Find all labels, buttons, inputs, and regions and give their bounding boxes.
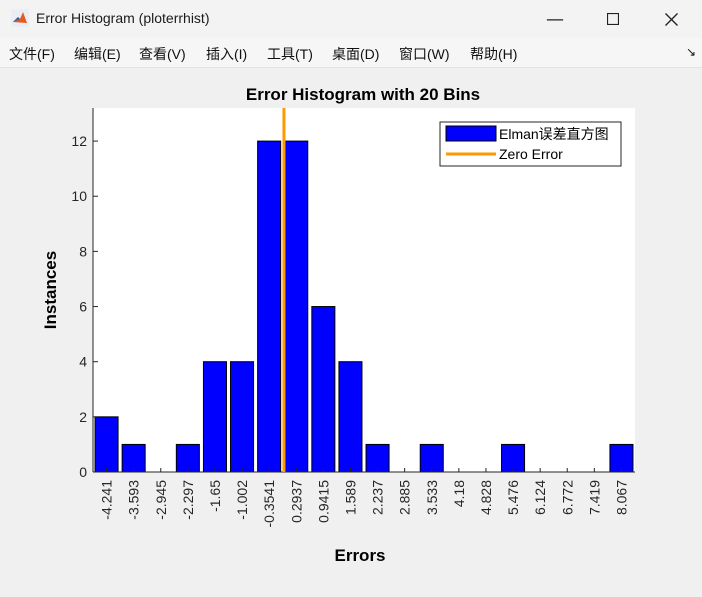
menu-edit[interactable]: 编辑(E) — [74, 46, 121, 62]
y-tick-label: 8 — [79, 243, 87, 259]
y-tick-label: 0 — [79, 464, 87, 480]
x-tick-label: 4.18 — [451, 480, 467, 507]
y-tick-label: 6 — [79, 299, 87, 315]
x-tick-label: 6.772 — [559, 480, 575, 515]
x-tick-label: 0.9415 — [315, 480, 331, 523]
minimize-icon: — — [546, 8, 564, 30]
legend-bar-swatch — [445, 125, 497, 142]
histogram-bar — [284, 140, 309, 473]
minimize-button[interactable]: — — [526, 0, 584, 38]
x-tick-label: 4.828 — [478, 480, 494, 515]
y-tick-label: 12 — [71, 133, 87, 149]
menu-bar: 文件(F) 编辑(E) 查看(V) 插入(I) 工具(T) 桌面(D) 窗口(W… — [0, 38, 702, 68]
y-tick-label: 2 — [79, 409, 87, 425]
x-tick-label: 5.476 — [505, 480, 521, 515]
axes-background — [93, 108, 635, 472]
matlab-logo-icon — [11, 9, 29, 27]
histogram-bar — [121, 443, 146, 473]
histogram-bar — [230, 361, 255, 473]
x-tick-label: 0.2937 — [288, 480, 304, 523]
chart-title: Error Histogram with 20 Bins — [246, 85, 480, 104]
x-tick-label: 2.237 — [370, 480, 386, 515]
histogram-bar — [501, 443, 526, 473]
window-title: Error Histogram (ploterrhist) — [36, 10, 210, 26]
bar-group — [94, 140, 634, 473]
y-tick-label: 4 — [79, 354, 87, 370]
histogram-bar — [338, 361, 363, 473]
menu-view[interactable]: 查看(V) — [139, 46, 186, 62]
figure-canvas: -4.241 -3.593 -2.945 -2.297 -1.65 -1.002 -0.35… — [2, 68, 700, 593]
menu-insert[interactable]: 插入(I) — [206, 46, 248, 62]
histogram-bar — [257, 140, 282, 473]
histogram-chart: -4.241 -3.593 -2.945 -2.297 -1.65 -1.002 -0.35… — [41, 85, 635, 565]
close-button[interactable] — [642, 0, 700, 38]
menu-desktop[interactable]: 桌面(D) — [332, 46, 380, 62]
menu-file[interactable]: 文件(F) — [9, 46, 55, 62]
x-tick-label: 8.067 — [613, 480, 629, 515]
y-axis-label: Instances — [41, 251, 60, 329]
close-icon — [664, 12, 678, 26]
x-tick-label: -4.241 — [99, 480, 115, 520]
x-tick-label: -2.297 — [180, 480, 196, 520]
menu-tools[interactable]: 工具(T) — [267, 46, 313, 62]
x-axis-label: Errors — [334, 546, 385, 565]
menu-help[interactable]: 帮助(H) — [470, 46, 518, 62]
histogram-bar — [311, 306, 336, 473]
y-tick-label: 10 — [71, 188, 87, 204]
maximize-button[interactable] — [584, 0, 642, 38]
dock-arrow-icon[interactable]: ↘ — [685, 45, 696, 59]
histogram-bar — [202, 361, 227, 473]
histogram-bar — [94, 416, 119, 473]
x-tick-label: -1.002 — [234, 480, 250, 520]
menu-window[interactable]: 窗口(W) — [399, 46, 450, 62]
x-tick-label: 2.885 — [397, 480, 413, 515]
x-tick-label: 7.419 — [586, 480, 602, 515]
x-tick-label: -0.3541 — [261, 480, 277, 528]
x-tick-labels: -4.241 -3.593 -2.945 -2.297 -1.65 -1.002 -0.35… — [99, 468, 629, 528]
legend[interactable]: Elman误差直方图 Zero Error — [439, 121, 622, 167]
histogram-bar — [609, 443, 634, 473]
x-tick-label: -1.65 — [207, 480, 223, 512]
title-bar[interactable]: Error Histogram (ploterrhist) — — [0, 0, 702, 38]
x-tick-label: -2.945 — [153, 480, 169, 520]
x-tick-label: -3.593 — [126, 480, 142, 520]
y-tick-labels: 0 2 4 6 8 10 12 — [71, 133, 98, 480]
maximize-icon — [607, 13, 619, 25]
x-tick-label: 6.124 — [532, 480, 548, 515]
x-tick-label: 3.533 — [424, 480, 440, 515]
histogram-bar — [175, 443, 200, 473]
legend-bar-label: Elman误差直方图 — [499, 126, 609, 142]
histogram-bar — [419, 443, 444, 473]
legend-line-label: Zero Error — [499, 146, 563, 162]
x-tick-label: 1.589 — [342, 480, 358, 515]
histogram-bar — [365, 443, 390, 473]
